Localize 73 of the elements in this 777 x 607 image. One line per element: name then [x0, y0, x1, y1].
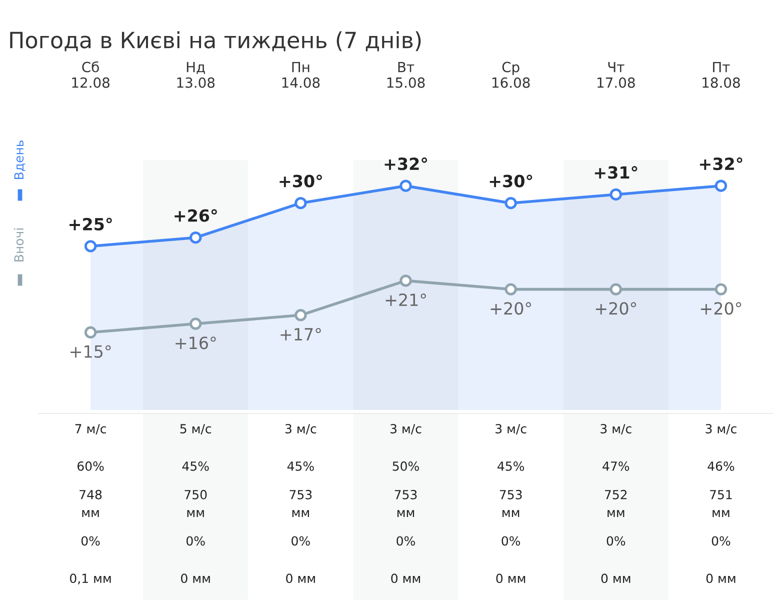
data-label: +20° — [490, 302, 531, 315]
text: 50% — [392, 461, 419, 471]
text: 0% — [396, 536, 415, 546]
text: 0% — [712, 536, 730, 546]
x-tick-label: Чт 17.08 — [598, 62, 635, 88]
chart-title: Погода в Києві на тиждень (7 днів) — [10, 31, 421, 52]
text: 753 мм — [394, 490, 417, 517]
data-label: +21° — [386, 293, 426, 306]
text: 3 м/с — [600, 424, 632, 434]
text: 752 мм — [604, 490, 627, 517]
text: 753 мм — [500, 490, 522, 517]
text: 3 м/с — [706, 424, 736, 434]
data-label: +20° — [596, 302, 636, 315]
text: Вночі — [14, 228, 24, 262]
text: 46% — [708, 461, 734, 471]
point — [400, 274, 412, 287]
text: 7 м/с — [75, 424, 106, 434]
text: 60% — [78, 461, 104, 471]
text: 0 мм — [286, 574, 315, 584]
point — [714, 283, 728, 296]
point — [610, 283, 622, 296]
point — [294, 309, 307, 322]
text: 45% — [498, 461, 524, 471]
point — [84, 326, 97, 339]
text: 47% — [602, 461, 630, 471]
text: 3 м/с — [496, 424, 526, 434]
x-tick-label: Пт 18.08 — [702, 62, 740, 88]
data-label: +32° — [700, 157, 742, 170]
data-label: +25° — [70, 218, 112, 230]
x-tick-label: Пн 14.08 — [282, 62, 320, 88]
text: 0 мм — [391, 574, 420, 584]
data-label: +16° — [176, 336, 216, 350]
text: 5 м/с — [180, 424, 212, 434]
text: 750 мм — [184, 490, 207, 517]
text: 3 м/с — [390, 424, 422, 434]
point — [610, 188, 622, 201]
point — [504, 196, 517, 210]
data-label: +32° — [384, 157, 428, 170]
text: Вдень — [14, 140, 26, 179]
text: 0 мм — [496, 574, 526, 584]
text: 45% — [182, 461, 209, 471]
text: 0% — [606, 536, 626, 546]
data-label: +26° — [174, 209, 217, 222]
point — [189, 231, 202, 244]
x-tick-label: Вт 15.08 — [387, 62, 425, 88]
point — [294, 196, 307, 210]
text: 751 мм — [710, 490, 732, 517]
x-tick-label: Нд 13.08 — [177, 62, 215, 88]
text: 45% — [287, 461, 314, 471]
point — [714, 180, 728, 192]
text: 0 мм — [601, 574, 630, 584]
text: 0 мм — [706, 574, 736, 584]
text: 753 мм — [290, 490, 312, 517]
point — [504, 283, 517, 296]
point — [189, 318, 202, 330]
text: 3 м/с — [285, 424, 316, 434]
text: 748 мм — [80, 490, 102, 517]
data-label: +31° — [594, 166, 638, 179]
data-label: +17° — [280, 328, 321, 340]
data-label: +20° — [700, 302, 742, 315]
x-tick-label: Ср 16.08 — [492, 62, 530, 88]
x-tick-label: Сб 12.08 — [72, 61, 110, 88]
data-label: +15° — [70, 345, 111, 358]
text: 0,1 мм — [70, 574, 111, 584]
point — [84, 240, 97, 252]
text: 0% — [292, 536, 310, 546]
text: 0% — [81, 536, 100, 546]
point — [400, 180, 412, 192]
data-label: +30° — [280, 174, 322, 188]
text: 0% — [502, 536, 520, 546]
text: 0% — [186, 536, 205, 546]
data-label: +30° — [490, 174, 532, 188]
text: 0 мм — [181, 574, 210, 584]
